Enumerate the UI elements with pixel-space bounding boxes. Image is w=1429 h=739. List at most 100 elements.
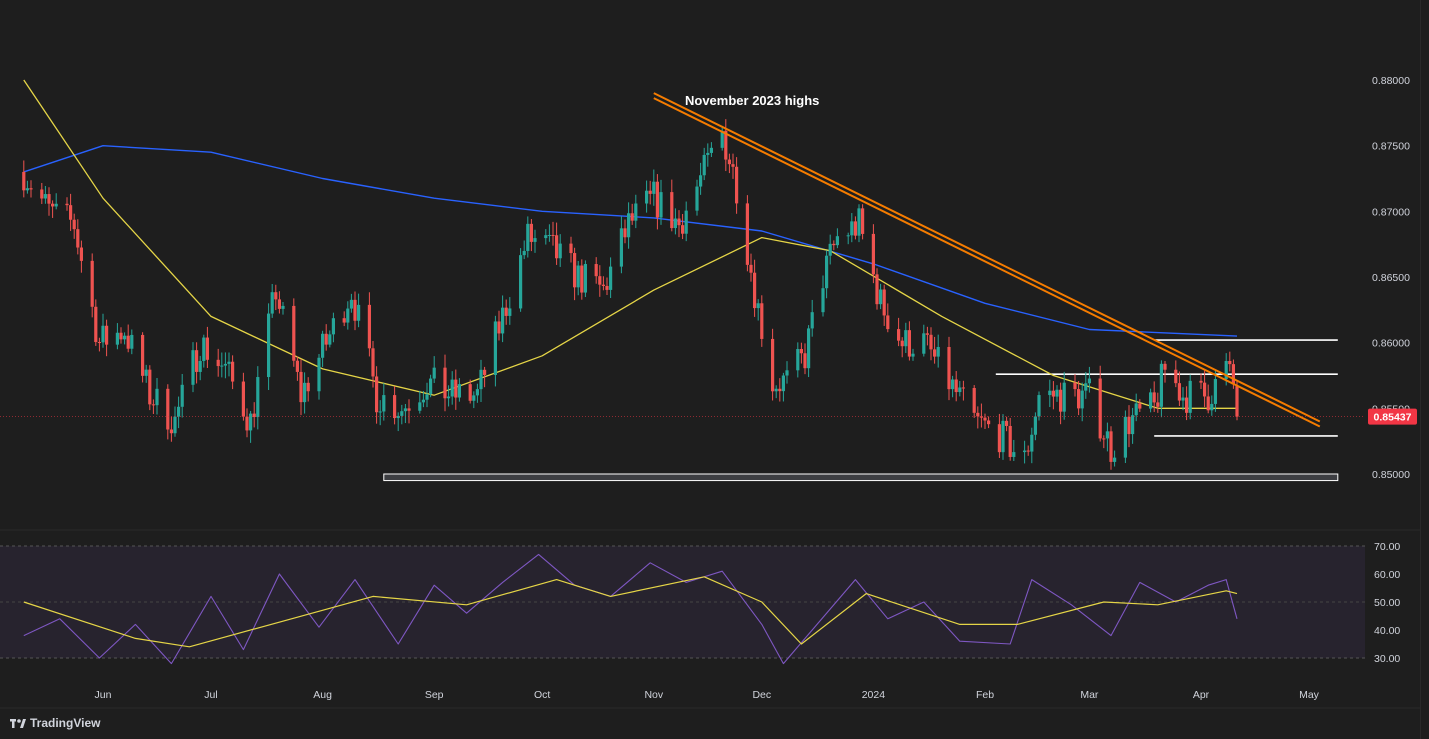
candle-body — [745, 203, 749, 265]
candle-body — [223, 363, 227, 366]
candle-body — [241, 381, 245, 417]
candle-body — [828, 243, 832, 256]
candle-body — [429, 378, 433, 395]
support-zone-rect — [383, 473, 1339, 482]
candle-body — [1177, 383, 1181, 401]
price-tick-label: 0.85500 — [1372, 403, 1410, 415]
candle-body — [1185, 397, 1189, 413]
candle-body — [601, 284, 605, 286]
candle-body — [684, 210, 688, 234]
candle-body — [796, 349, 800, 371]
candle-body — [753, 272, 757, 309]
candle-body — [407, 408, 411, 411]
candle-body — [1181, 397, 1185, 401]
candle-body — [853, 221, 857, 236]
candle-body — [583, 264, 587, 293]
legend-high: 0.85700 — [216, 31, 255, 43]
candle-body — [346, 308, 350, 323]
candle-body — [1030, 434, 1034, 452]
trendline-upper — [653, 92, 1321, 423]
candle-body — [900, 340, 904, 347]
candles-group — [22, 119, 1239, 470]
candle-body — [1138, 403, 1142, 409]
candle-body — [630, 213, 634, 221]
candle-body — [40, 189, 44, 199]
candle-body — [547, 234, 551, 236]
candle-body — [72, 219, 76, 230]
candle-body — [180, 384, 184, 407]
candle-body — [1199, 380, 1203, 383]
candle-body — [835, 236, 839, 246]
legend-close: 0.85437 — [317, 31, 356, 43]
candle-body — [321, 333, 325, 358]
candle-body — [306, 382, 310, 392]
candle-body — [659, 192, 663, 218]
candle-body — [781, 375, 785, 392]
candle-body — [47, 194, 51, 204]
candle-body — [1206, 396, 1210, 411]
candle-body — [493, 321, 497, 375]
candle-body — [634, 203, 638, 221]
candle-body — [1001, 420, 1005, 453]
candle-body — [936, 346, 940, 357]
candle-body — [555, 235, 559, 259]
last-price-label: 0.85437 — [1374, 412, 1412, 424]
candle-body — [382, 395, 386, 412]
candle-body — [43, 194, 47, 199]
candle-body — [648, 190, 652, 194]
candle-body — [177, 406, 181, 417]
candle-body — [277, 299, 281, 309]
candle-body — [825, 255, 829, 289]
candle-body — [400, 411, 404, 416]
candle-body — [202, 337, 206, 361]
candle-body — [1156, 402, 1160, 407]
candle-body — [126, 335, 130, 349]
candle-body — [699, 175, 703, 187]
tradingview-logo-icon — [10, 718, 26, 728]
candle-body — [558, 243, 562, 259]
candle-body — [774, 388, 778, 392]
rsi-tick-label: 40.00 — [1374, 625, 1400, 637]
time-tick-label: May — [1299, 689, 1320, 701]
candle-body — [709, 147, 713, 153]
candle-body — [1105, 431, 1109, 439]
candle-body — [619, 228, 623, 267]
candle-body — [551, 234, 555, 236]
candle-body — [205, 337, 209, 360]
candle-body — [1231, 364, 1235, 385]
candle-body — [573, 253, 577, 288]
candle-body — [1073, 382, 1077, 390]
candle-body — [997, 424, 1001, 453]
tradingview-brand: TradingView — [30, 716, 101, 730]
candle-body — [904, 330, 908, 347]
candle-body — [349, 299, 353, 309]
time-tick-label: Jul — [204, 689, 217, 701]
ma50-line — [23, 79, 1237, 409]
candle-body — [220, 365, 224, 367]
candle-body — [274, 292, 278, 300]
candle-body — [396, 415, 400, 419]
candle-body — [479, 369, 483, 390]
candle-body — [1113, 457, 1117, 462]
candle-body — [141, 334, 145, 376]
candle-body — [418, 402, 422, 411]
candle-body — [148, 369, 152, 405]
candle-body — [735, 166, 739, 204]
candle-body — [897, 329, 901, 341]
price-tick-label: 0.88000 — [1372, 75, 1410, 87]
candle-body — [1080, 390, 1084, 409]
time-tick-label: Feb — [976, 689, 994, 701]
candle-body — [803, 353, 807, 369]
candle-body — [925, 333, 929, 335]
candle-body — [522, 250, 526, 256]
legend-open: 0.85669 — [165, 31, 203, 43]
candle-body — [958, 387, 962, 393]
rsi-band — [0, 546, 1365, 658]
candle-body — [425, 394, 429, 400]
candle-body — [216, 359, 220, 367]
publisher-line: dacolmanfx published on TradingView.com,… — [8, 7, 351, 19]
candle-body — [166, 388, 170, 430]
candle-body — [457, 384, 461, 398]
